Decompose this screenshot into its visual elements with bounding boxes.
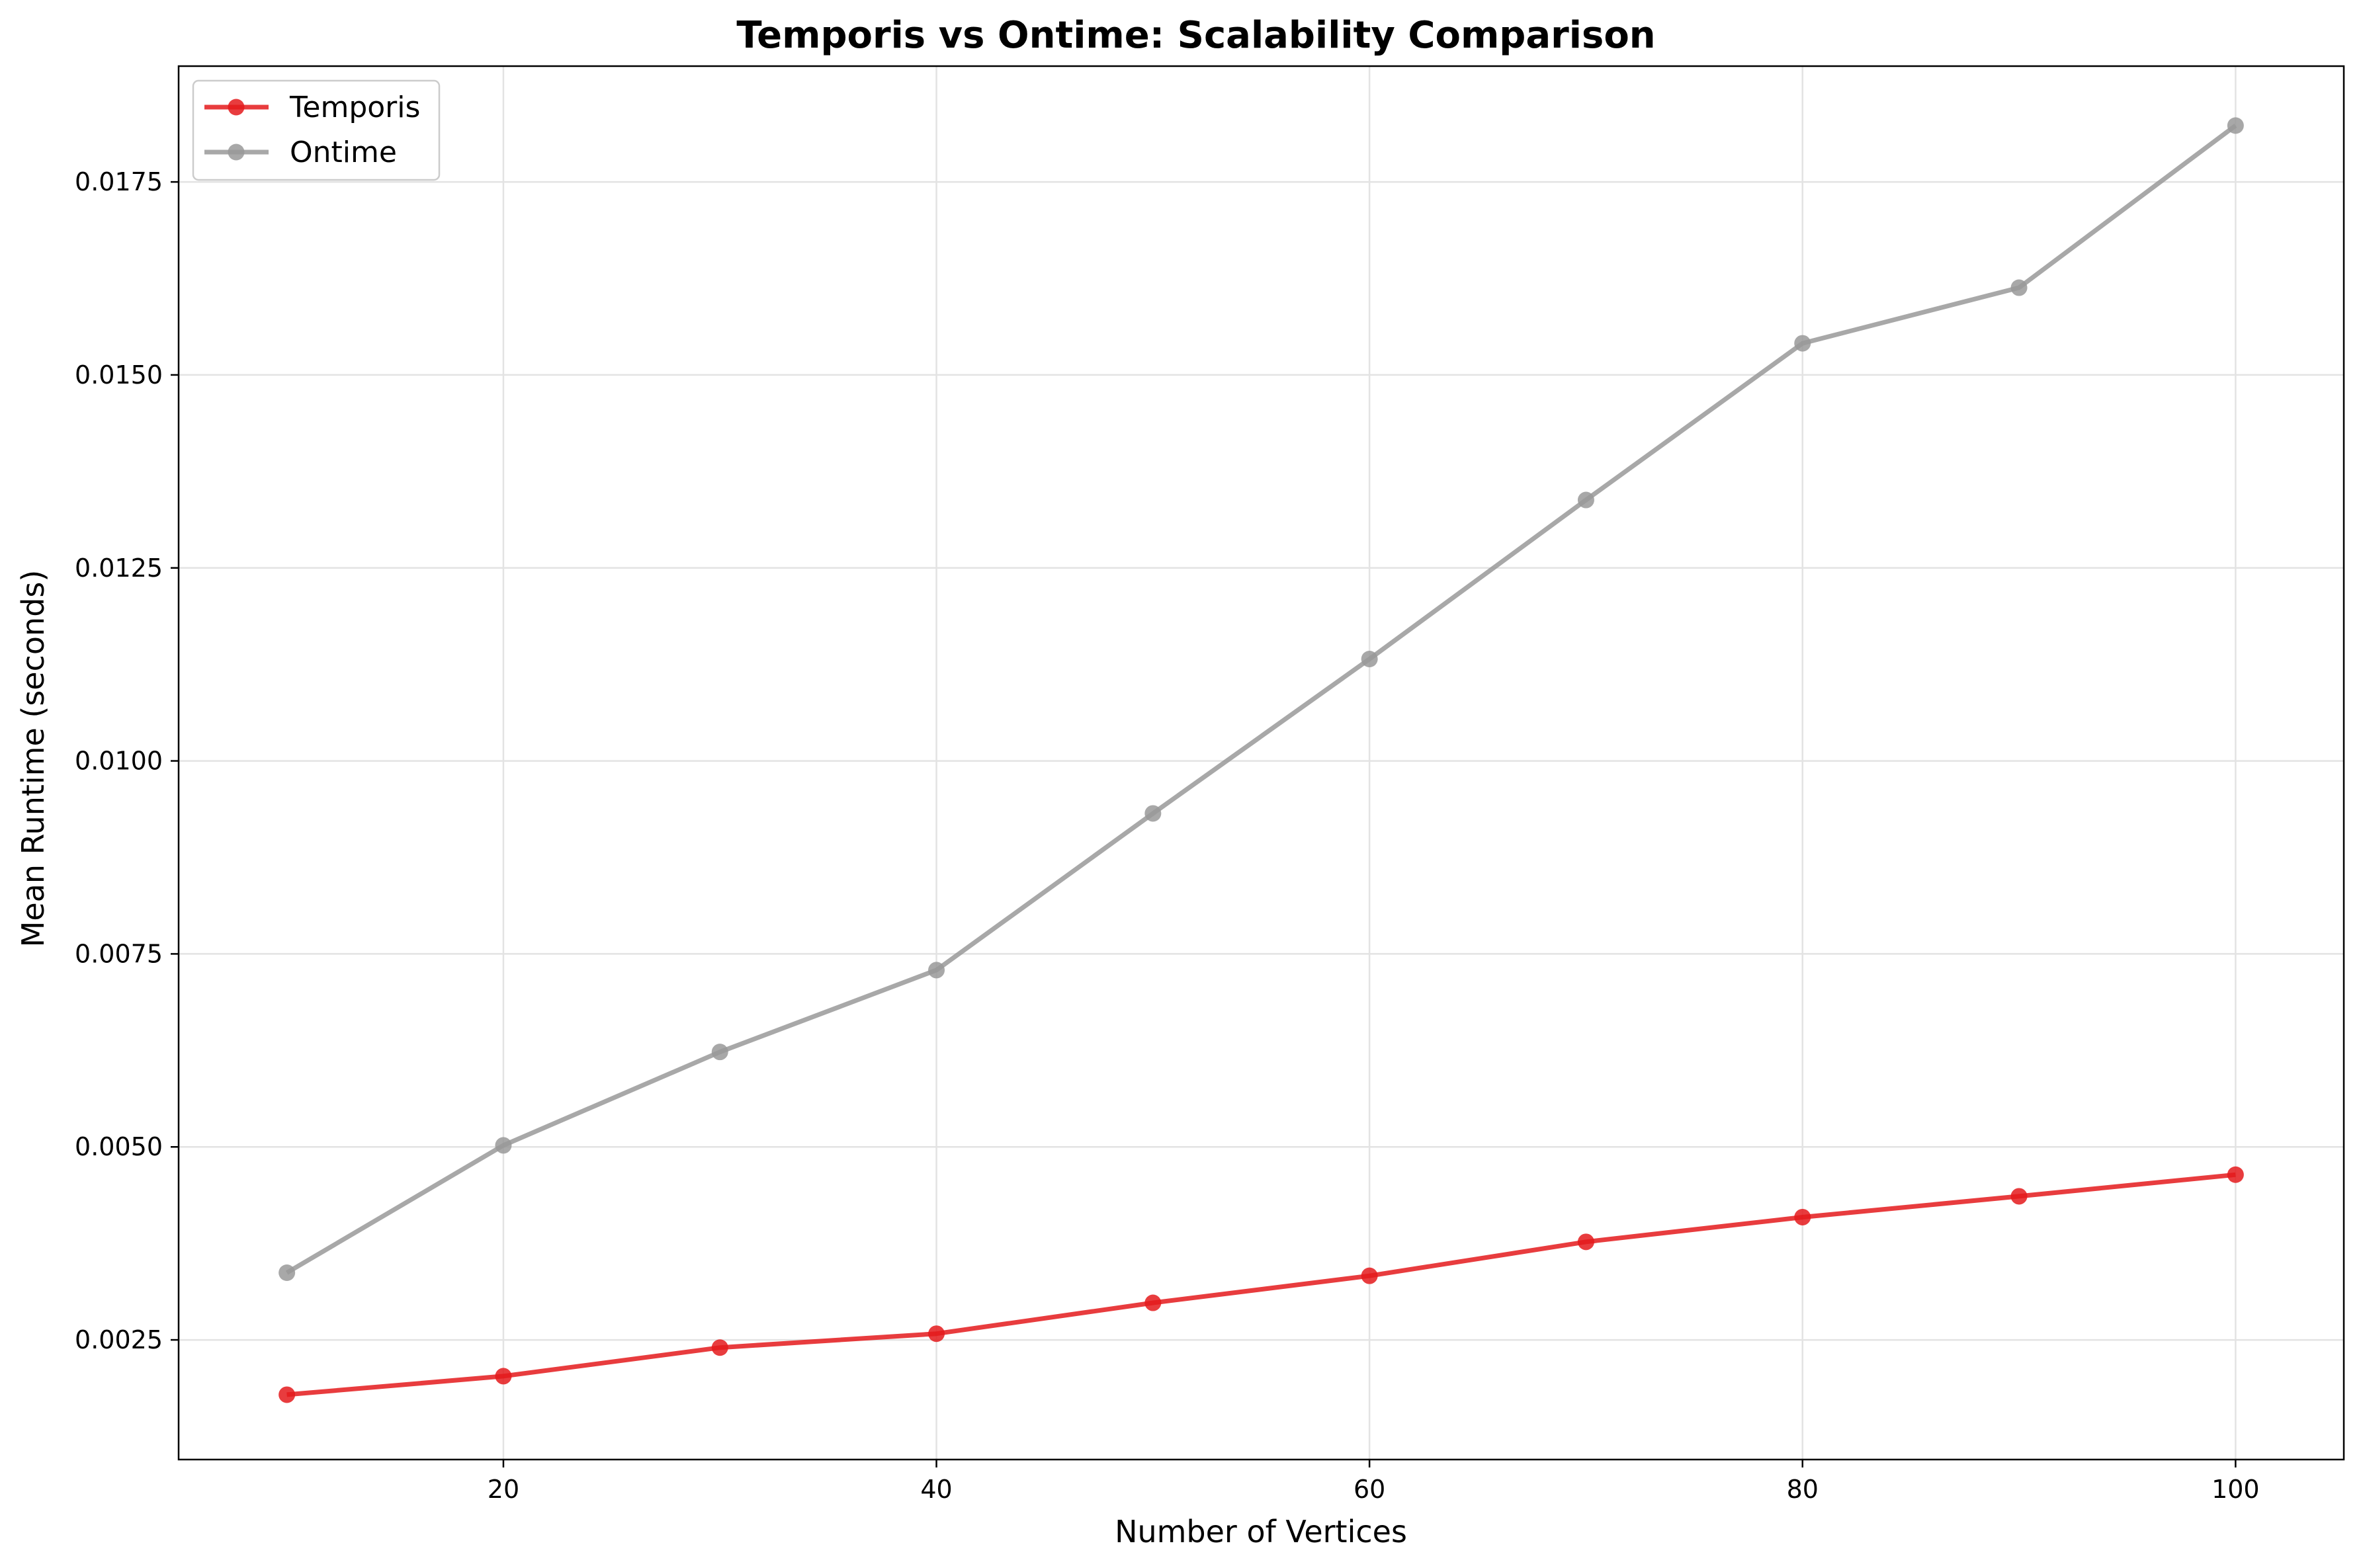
data-point-temporis <box>1144 1294 1162 1311</box>
data-point-ontime <box>928 962 945 979</box>
x-tick-label: 40 <box>920 1475 952 1504</box>
x-tick-label: 100 <box>2212 1475 2260 1504</box>
x-axis-label: Number of Vertices <box>1115 1514 1407 1549</box>
data-point-ontime <box>2227 117 2244 134</box>
y-axis: 0.0025 0.0050 0.0075 0.0100 0.0125 0.0150 0.01… <box>75 167 179 1354</box>
y-tick-label: 0.0100 <box>75 747 163 776</box>
data-point-temporis <box>279 1386 296 1403</box>
grid <box>179 66 2344 1460</box>
data-point-temporis <box>1361 1267 1378 1284</box>
data-point-ontime <box>1361 650 1378 667</box>
x-tick-label: 20 <box>488 1475 519 1504</box>
legend-marker-ontime <box>228 144 245 161</box>
y-tick-label: 0.0050 <box>75 1132 163 1161</box>
data-point-ontime <box>279 1264 296 1282</box>
data-point-ontime <box>1794 335 1811 352</box>
plot-frame <box>177 65 2345 1461</box>
data-point-ontime <box>711 1044 728 1061</box>
series-layer <box>279 117 2244 1403</box>
legend-marker-temporis <box>228 99 245 116</box>
data-point-temporis <box>1794 1208 1811 1225</box>
data-point-ontime <box>495 1137 512 1154</box>
data-point-ontime <box>2010 279 2028 296</box>
y-axis-label: Mean Runtime (seconds) <box>15 570 51 948</box>
x-tick-label: 80 <box>1787 1475 1819 1504</box>
y-tick-label: 0.0075 <box>75 939 163 968</box>
y-tick-label: 0.0025 <box>75 1325 163 1354</box>
data-point-temporis <box>495 1368 512 1385</box>
data-point-ontime <box>1577 491 1594 509</box>
x-axis: 20 40 60 80 100 <box>488 1460 2260 1504</box>
chart-title: Temporis vs Ontime: Scalability Comparis… <box>736 14 1655 57</box>
data-point-ontime <box>1144 805 1162 822</box>
x-tick-label: 60 <box>1353 1475 1385 1504</box>
legend: Temporis Ontime <box>192 79 441 181</box>
data-point-temporis <box>2227 1166 2244 1183</box>
series-line-temporis <box>286 1172 2236 1397</box>
data-point-temporis <box>711 1339 728 1356</box>
legend-label-temporis: Temporis <box>289 91 420 124</box>
y-tick-label: 0.0150 <box>75 360 163 390</box>
data-point-temporis <box>928 1325 945 1342</box>
legend-label-ontime: Ontime <box>290 136 397 169</box>
y-tick-label: 0.0125 <box>75 554 163 583</box>
data-point-temporis <box>1577 1233 1594 1251</box>
data-point-temporis <box>2010 1188 2028 1205</box>
y-tick-label: 0.0175 <box>75 167 163 196</box>
series-line-ontime <box>285 124 2237 1275</box>
